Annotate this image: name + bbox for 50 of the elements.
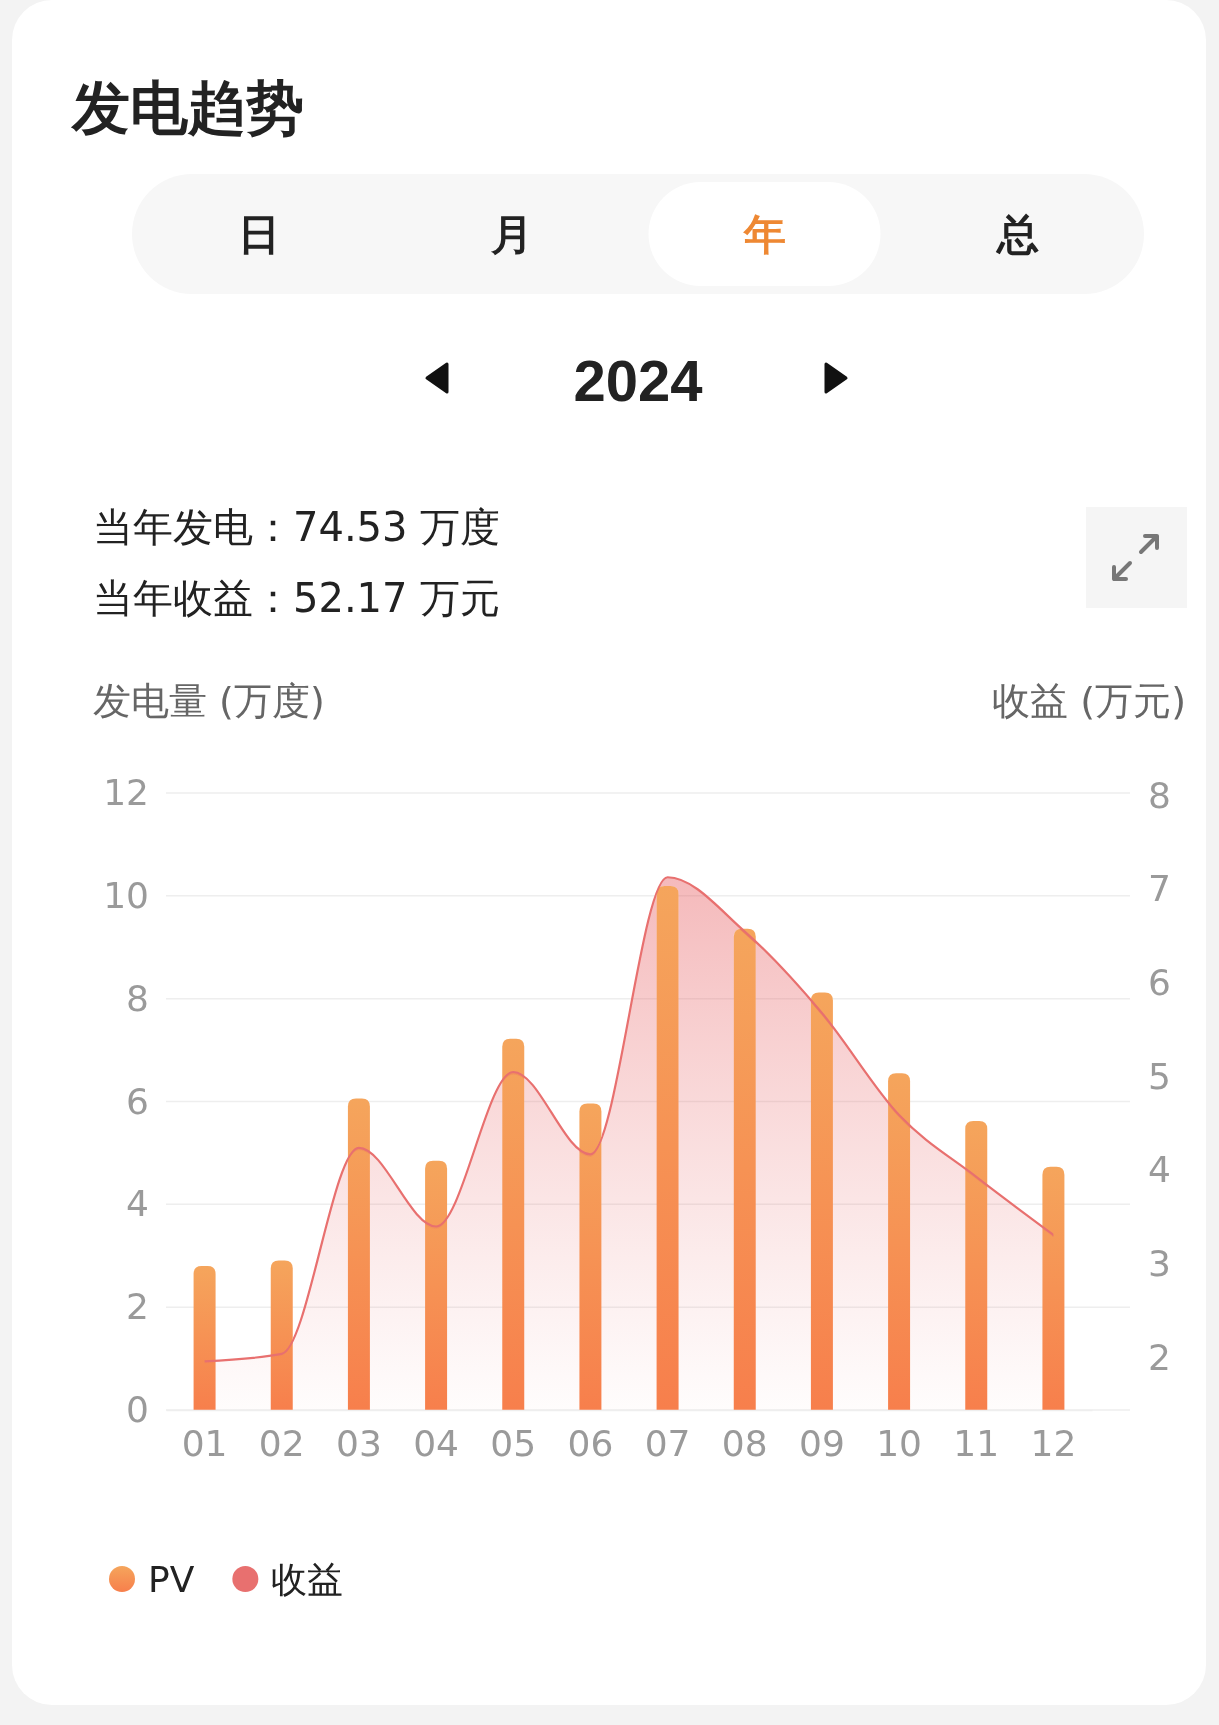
legend-label: 收益 [271,1558,344,1600]
bar [656,886,679,1410]
y-tick-label: 4 [126,1183,149,1225]
y-axis-title: 发电量 (万度) [93,679,325,723]
y2-tick-label: 4 [1148,1149,1171,1191]
text: 当年收益：52.17 万元 [93,575,501,621]
bar [579,1103,602,1410]
text: 年 [742,209,786,259]
y2-tick-label: 3 [1148,1242,1171,1284]
bar [888,1073,911,1410]
x-tick-label: 11 [953,1422,1000,1464]
y2-tick-label: 7 [1148,868,1171,910]
x-tick-label: 04 [413,1422,459,1464]
y-tick-label: 2 [126,1286,149,1328]
text: 月 [489,209,533,259]
legend-label: PV [148,1558,195,1600]
y2-tick-label: 8 [1148,774,1171,816]
chart-subtitle: 2024 [573,347,703,413]
y-tick-label: 6 [126,1080,149,1122]
bar [502,1038,525,1410]
x-tick-label: 06 [567,1422,614,1464]
bar [733,928,756,1410]
y-tick-label: 10 [103,874,149,916]
y-tick-label: 8 [126,977,149,1019]
bar [270,1260,293,1410]
x-tick-label: 08 [721,1422,768,1464]
bar [347,1098,370,1410]
x-tick-label: 07 [644,1422,691,1464]
bar [810,992,833,1410]
y2-tick-label: 5 [1148,1055,1171,1097]
text: 当年发电：74.53 万度 [93,504,501,550]
text: 总 [994,209,1039,259]
y2-tick-label: 2 [1148,1336,1171,1378]
x-tick-label: 01 [181,1422,228,1464]
text: 日 [237,209,280,259]
bar [425,1160,448,1410]
x-tick-label: 09 [799,1422,845,1464]
x-tick-label: 12 [1030,1422,1077,1464]
x-tick-label: 10 [876,1422,922,1464]
x-tick-label: 03 [336,1422,382,1464]
bar [965,1121,988,1410]
bar [1042,1166,1065,1410]
y-tick-label: 0 [126,1389,149,1431]
bar [193,1266,216,1410]
y2-tick-label: 6 [1148,962,1171,1004]
x-tick-label: 02 [258,1422,305,1464]
x-tick-label: 05 [490,1422,537,1464]
y-tick-label: 12 [103,772,149,814]
chart-title: 发电趋势 [70,74,304,142]
y2-axis-title: 收益 (万元) [992,679,1186,723]
